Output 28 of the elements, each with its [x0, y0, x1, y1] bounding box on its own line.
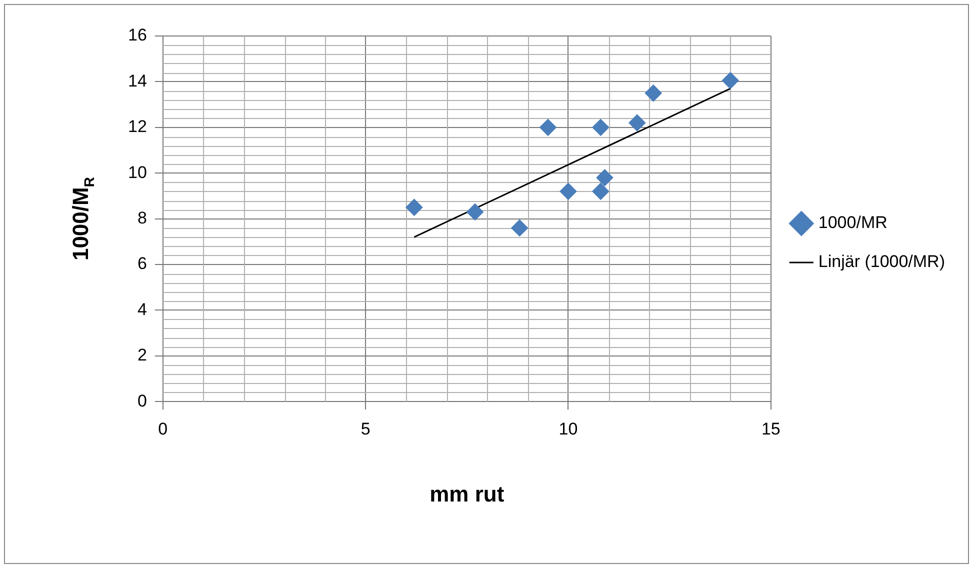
point: [644, 84, 662, 102]
point: [466, 203, 484, 220]
x-axis-title: mm rut: [430, 482, 505, 507]
x-tick-label: 5: [360, 419, 370, 438]
y-axis-title: 1000/MR: [68, 177, 97, 261]
y-tick-label: 14: [128, 71, 147, 90]
y-tick-label: 12: [128, 117, 147, 136]
legend-label: 1000/MR: [818, 213, 888, 232]
y-tick-label: 8: [137, 208, 147, 228]
y-tick-label: 2: [137, 346, 147, 365]
y-tick-label: 16: [128, 26, 147, 45]
point: [406, 198, 423, 216]
point: [722, 72, 739, 90]
x-tick-label: 0: [158, 419, 168, 438]
x-tick-label: 10: [558, 419, 578, 438]
x-tick-label: 15: [761, 419, 780, 438]
y-tick-label: 0: [137, 391, 147, 410]
point: [560, 182, 577, 200]
y-tick-label: 10: [128, 162, 147, 182]
point: [596, 169, 614, 186]
y-tick-label: 6: [137, 254, 147, 274]
legend-label: Linjär (1000/MR): [818, 252, 946, 272]
point: [628, 114, 646, 132]
point: [539, 118, 556, 136]
y-tick-label: 4: [137, 300, 147, 319]
point: [592, 118, 610, 136]
point: [511, 219, 528, 236]
point: [592, 182, 610, 200]
